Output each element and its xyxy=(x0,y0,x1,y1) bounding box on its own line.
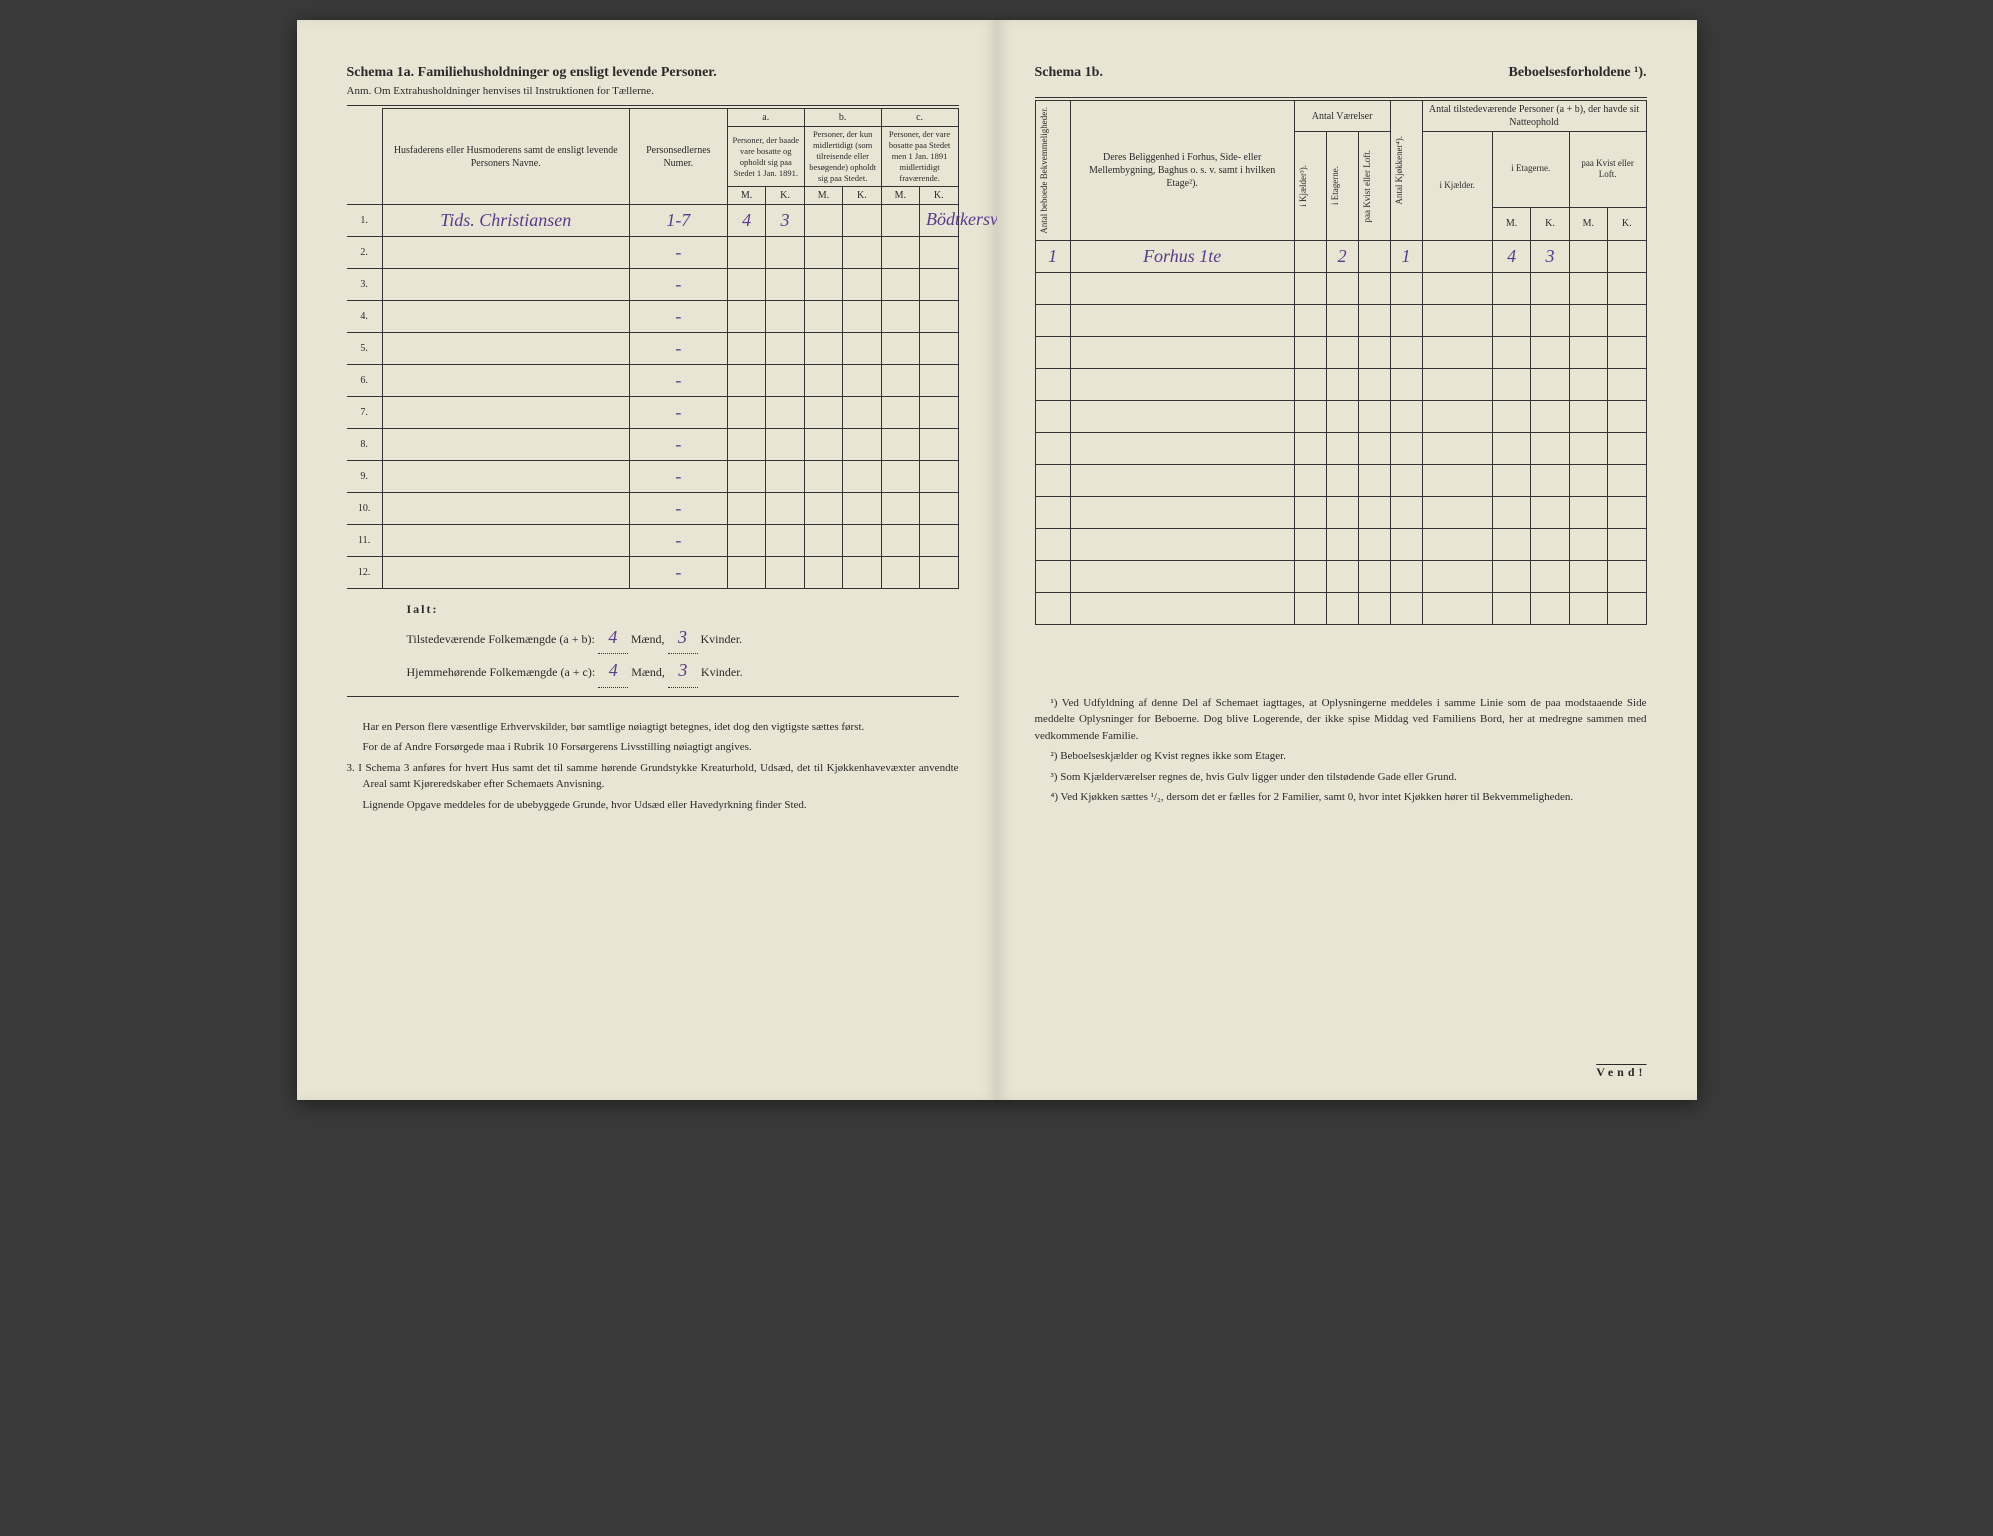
right-fn3: ³) Som Kjælderværelser regnes de, hvis G… xyxy=(1035,769,1647,786)
col-num: Personsedlernes Numer. xyxy=(629,109,727,205)
table-row xyxy=(1035,496,1646,528)
col-a-label: a. xyxy=(727,109,804,127)
col-name: Husfaderens eller Husmoderens samt de en… xyxy=(382,109,629,205)
col-c-label: c. xyxy=(881,109,958,127)
table-row: 2.- xyxy=(347,237,959,269)
table-row: 9.- xyxy=(347,461,959,493)
table-row: 5.- xyxy=(347,333,959,365)
table-row xyxy=(1035,464,1646,496)
footnote-4: Lignende Opgave meddeles for de ubebygge… xyxy=(347,797,959,814)
col-a-desc: Personer, der baade vare bosatte og opho… xyxy=(727,127,804,187)
col-pers-kv: paa Kvist eller Loft. xyxy=(1569,132,1646,208)
left-footnotes: Har en Person flere væsentlige Erhvervsk… xyxy=(347,719,959,814)
col-c-desc: Personer, der vare bosatte paa Stedet me… xyxy=(881,127,958,187)
schema-1a-title: Schema 1a. Familiehusholdninger og ensli… xyxy=(347,65,959,81)
right-fn2: ²) Beboelseskjælder og Kvist regnes ikke… xyxy=(1035,748,1647,765)
schema-1b-heading: Beboelsesforholdene ¹). xyxy=(1509,65,1647,81)
table-row: 12.- xyxy=(347,557,959,589)
table-row: 1.Tids. Christiansen1-743Bödtkersvend xyxy=(347,205,959,237)
table-row: 1Forhus 1te2143 xyxy=(1035,240,1646,272)
right-footnotes: ¹) Ved Udfyldning af denne Del af Schema… xyxy=(1035,695,1647,806)
table-row xyxy=(1035,400,1646,432)
vend-label: Vend! xyxy=(1596,1065,1646,1080)
table-row: 7.- xyxy=(347,397,959,429)
table-row: 3.- xyxy=(347,269,959,301)
footnote-3: 3. I Schema 3 anføres for hvert Hus samt… xyxy=(347,760,959,793)
totals-resident: Hjemmehørende Folkemængde (a + c): 4 Mæn… xyxy=(407,654,959,687)
right-page: Schema 1b. Beboelsesforholdene ¹). Antal… xyxy=(997,20,1697,1100)
col-belig: Deres Beliggenhed i Forhus, Side- eller … xyxy=(1070,101,1294,241)
col-b-label: b. xyxy=(804,109,881,127)
table-row: 10.- xyxy=(347,493,959,525)
table-row xyxy=(1035,336,1646,368)
col-kjok: Antal Kjøkkener⁴). xyxy=(1394,132,1406,209)
table-row: 8.- xyxy=(347,429,959,461)
table-row xyxy=(1035,432,1646,464)
table-row xyxy=(1035,528,1646,560)
table-row xyxy=(1035,272,1646,304)
schema-1a-subtitle: Anm. Om Extrahusholdninger henvises til … xyxy=(347,85,959,97)
footnote-1: Har en Person flere væsentlige Erhvervsk… xyxy=(347,719,959,736)
col-kv: paa Kvist eller Loft. xyxy=(1362,146,1374,226)
totals-present: Tilstedeværende Folkemængde (a + b): 4 M… xyxy=(407,621,959,654)
table-row: 6.- xyxy=(347,365,959,397)
col-kj: i Kjælder³). xyxy=(1298,161,1310,211)
table-row: 11.- xyxy=(347,525,959,557)
col-pers-et: i Etagerne. xyxy=(1492,132,1569,208)
table-row: 4.- xyxy=(347,301,959,333)
col-vaer: Antal Værelser xyxy=(1294,101,1390,132)
col-bekv: Antal beboede Bekvemmeligheder. xyxy=(1039,103,1051,238)
right-fn4: ⁴) Ved Kjøkken sættes ¹/₂, dersom det er… xyxy=(1035,789,1647,806)
left-page: Schema 1a. Familiehusholdninger og ensli… xyxy=(297,20,997,1100)
col-b-desc: Personer, der kun midlertidigt (som tilr… xyxy=(804,127,881,187)
col-pers-kj: i Kjælder. xyxy=(1422,132,1492,241)
footnote-2: For de af Andre Forsørgede maa i Rubrik … xyxy=(347,739,959,756)
table-row xyxy=(1035,368,1646,400)
col-pers: Antal tilstedeværende Personer (a + b), … xyxy=(1422,101,1646,132)
table-row xyxy=(1035,560,1646,592)
col-et: i Etagerne. xyxy=(1330,162,1342,209)
totals-block: Ialt: Tilstedeværende Folkemængde (a + b… xyxy=(407,599,959,687)
schema-1b-title: Schema 1b. xyxy=(1035,65,1103,81)
schema-1a-table: Husfaderens eller Husmoderens samt de en… xyxy=(347,108,959,589)
totals-label: Ialt: xyxy=(407,599,959,621)
schema-1b-table: Antal beboede Bekvemmeligheder. Deres Be… xyxy=(1035,100,1647,625)
table-row xyxy=(1035,592,1646,624)
right-fn1: ¹) Ved Udfyldning af denne Del af Schema… xyxy=(1035,695,1647,745)
table-row xyxy=(1035,304,1646,336)
